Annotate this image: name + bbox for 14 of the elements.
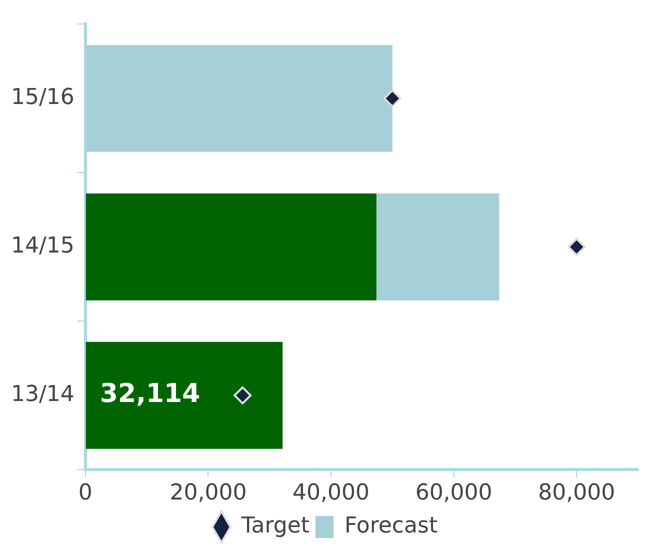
x-tick-label: 60,000: [415, 480, 492, 506]
x-tick-label: 80,000: [538, 480, 616, 506]
y-tick-label: 13/14: [10, 382, 74, 408]
x-tick-label: 0: [78, 480, 92, 506]
bar: [86, 342, 283, 449]
x-tick-label: 20,000: [170, 480, 247, 506]
bar: [86, 193, 376, 300]
legend-label: Forecast: [344, 514, 438, 539]
bar: [376, 193, 500, 300]
y-tick-label: 15/16: [10, 85, 74, 110]
y-tick-label: 14/15: [10, 234, 74, 259]
legend-label: Target: [240, 514, 310, 539]
data-label: 32,114: [100, 379, 200, 410]
x-tick-label: 40,000: [292, 480, 370, 506]
